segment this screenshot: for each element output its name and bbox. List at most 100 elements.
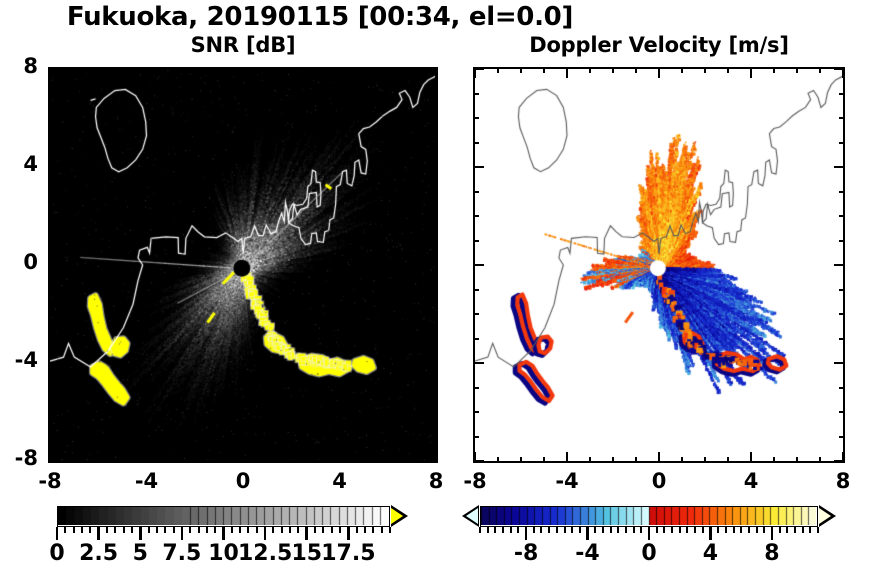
xtick-minor-doppler-0-2 (520, 457, 522, 463)
xtick-minor-snr-1-1 (169, 457, 172, 463)
xtick-minor-top-doppler-3-3 (819, 67, 821, 73)
xtick-minor-snr-3-1 (362, 457, 365, 463)
cbar-minor-tick-doppler-41 (793, 527, 796, 533)
cbar-minor-tick-doppler-2 (494, 527, 497, 533)
cbar-minor-tick-doppler-13 (578, 527, 581, 533)
cbar-minor-tick-snr-3 (80, 527, 83, 533)
snr-colorbar-gradient (58, 507, 388, 525)
doppler-colorbar-gradient (481, 507, 816, 525)
cbar-minor-tick-doppler-3 (502, 527, 505, 533)
ytick-minor-right-snr-0-2 (432, 117, 438, 119)
cbar-major-tick-snr-6 (305, 527, 309, 540)
cbar-minor-tick-snr-23 (247, 527, 250, 533)
cbar-minor-tick-snr-39 (380, 527, 383, 533)
cbar-minor-tick-doppler-16 (601, 527, 604, 533)
ytick-minor-right-doppler-3-1 (839, 386, 845, 389)
xtick-minor-snr-3-2 (386, 457, 389, 463)
cbar-minor-tick-doppler-5 (517, 527, 520, 533)
xtick-minor-top-doppler-2-2 (704, 67, 706, 73)
cbar-minor-tick-doppler-10 (555, 527, 558, 533)
cbar-tick-label-snr-0: 0 (49, 541, 65, 566)
ytick-minor-doppler-2-2 (473, 313, 479, 315)
ytick-minor-snr-1-2 (48, 215, 54, 217)
xtick-minor-top-doppler-2-3 (727, 67, 729, 73)
cbar-minor-tick-doppler-11 (563, 527, 566, 533)
doppler-colorbar-max-arrow-fill (819, 508, 831, 524)
ytick-minor-right-snr-0-1 (432, 92, 438, 95)
xtick-minor-top-snr-0-1 (73, 67, 76, 73)
doppler-radar-image (475, 69, 843, 461)
cbar-minor-tick-doppler-15 (594, 527, 597, 533)
xtick-minor-top-snr-3-2 (386, 67, 389, 73)
ytick-minor-snr-3-3 (48, 435, 54, 438)
xtick-minor-snr-3-3 (410, 457, 413, 463)
cbar-minor-tick-doppler-19 (624, 527, 627, 533)
ytick-major-right-doppler-1 (834, 165, 845, 169)
xtick-minor-doppler-1-2 (612, 457, 614, 463)
ytick-minor-doppler-0-2 (473, 117, 479, 119)
xtick-major-top-snr-2 (241, 67, 245, 78)
snr-plot-panel[interactable] (48, 67, 438, 463)
ytick-minor-doppler-1-2 (473, 215, 479, 217)
ytick-minor-right-doppler-0-1 (839, 92, 845, 95)
snr-colorbar[interactable] (57, 506, 390, 527)
cbar-minor-tick-snr-9 (130, 527, 133, 533)
ytick-major-right-snr-0 (427, 67, 438, 71)
ytick-minor-doppler-3-2 (473, 411, 479, 413)
cbar-minor-tick-doppler-44 (817, 527, 819, 533)
ytick-minor-doppler-3-1 (473, 386, 479, 389)
xtick-label-doppler-0: -8 (463, 469, 487, 493)
xtick-minor-doppler-3-2 (796, 457, 798, 463)
snr-radar-image (50, 69, 436, 461)
xtick-minor-snr-0-1 (73, 457, 76, 463)
doppler-colorbar[interactable] (480, 506, 818, 527)
cbar-minor-tick-snr-28 (289, 527, 292, 533)
xtick-minor-doppler-2-3 (727, 457, 729, 463)
ytick-major-right-snr-2 (427, 263, 438, 267)
xtick-label-snr-3: 4 (332, 469, 347, 493)
ytick-minor-doppler-1-1 (473, 190, 479, 193)
xtick-minor-top-snr-1-1 (169, 67, 172, 73)
ytick-major-right-snr-3 (427, 361, 438, 365)
xtick-minor-doppler-2-1 (681, 457, 683, 463)
xtick-minor-snr-1-2 (193, 457, 196, 463)
cbar-minor-tick-snr-1 (64, 527, 67, 533)
xtick-major-top-snr-1 (145, 67, 148, 78)
ytick-minor-right-snr-2-3 (432, 337, 438, 340)
xtick-minor-doppler-1-3 (635, 457, 637, 463)
ytick-minor-snr-0-2 (48, 117, 54, 119)
cbar-minor-tick-doppler-0 (479, 527, 481, 533)
xtick-label-doppler-1: -4 (555, 469, 579, 493)
cbar-major-tick-snr-2 (138, 527, 142, 540)
cbar-tick-label-snr-1: 2.5 (79, 541, 119, 566)
cbar-minor-tick-doppler-27 (686, 527, 689, 533)
ytick-minor-right-snr-3-2 (432, 411, 438, 413)
ytick-label-snr-3: -4 (14, 348, 38, 372)
cbar-minor-tick-doppler-37 (763, 527, 766, 533)
cbar-tick-label-doppler-3: 4 (702, 541, 719, 566)
doppler-plot-panel[interactable] (473, 67, 845, 463)
cbar-major-tick-snr-4 (222, 527, 225, 540)
cbar-minor-tick-snr-24 (255, 527, 258, 533)
xtick-minor-top-doppler-0-1 (497, 67, 499, 73)
ytick-minor-right-doppler-2-3 (839, 337, 845, 340)
cbar-major-tick-doppler-2 (647, 527, 651, 540)
cbar-minor-tick-snr-16 (189, 527, 192, 533)
cbar-minor-tick-snr-6 (105, 527, 108, 533)
xtick-label-snr-0: -8 (38, 469, 62, 493)
xtick-major-doppler-4 (841, 452, 845, 463)
xtick-label-doppler-3: 4 (743, 469, 759, 493)
cbar-tick-label-doppler-2: 0 (641, 541, 657, 566)
cbar-tick-label-doppler-0: -8 (513, 541, 539, 566)
cbar-minor-tick-doppler-23 (655, 527, 658, 533)
cbar-minor-tick-snr-40 (389, 527, 391, 533)
xtick-major-top-doppler-0 (473, 67, 477, 78)
xtick-minor-snr-2-2 (290, 457, 293, 463)
cbar-major-tick-doppler-3 (709, 527, 712, 540)
xtick-minor-doppler-0-1 (497, 457, 499, 463)
ytick-minor-doppler-3-3 (473, 435, 479, 438)
xtick-minor-top-doppler-0-3 (543, 67, 545, 73)
ytick-minor-right-doppler-1-1 (839, 190, 845, 193)
ytick-major-right-snr-4 (427, 459, 438, 463)
cbar-major-tick-snr-7 (347, 527, 350, 540)
